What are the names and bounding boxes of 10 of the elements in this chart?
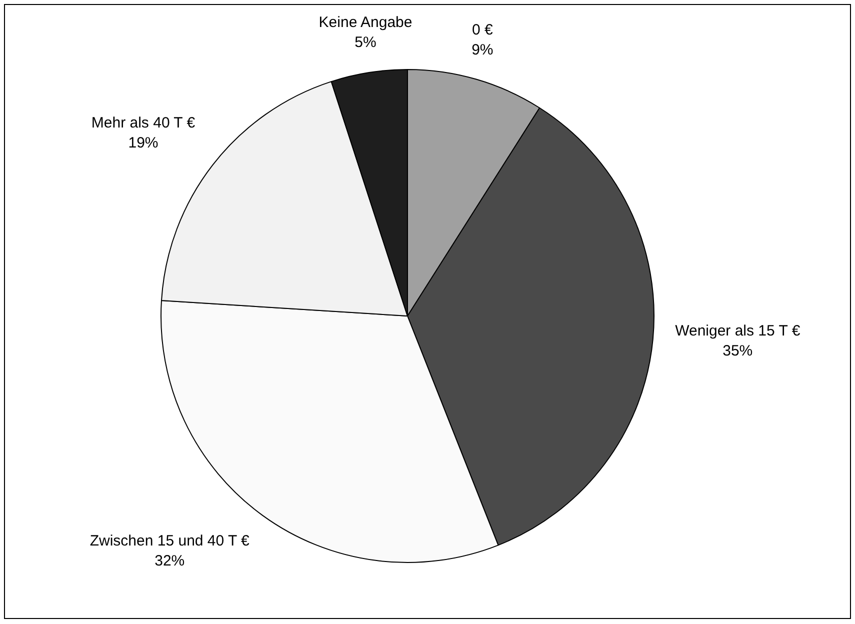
slice-label: Zwischen 15 und 40 T €	[90, 532, 250, 550]
data-label: 19%	[128, 134, 158, 152]
data-label: 5%	[354, 34, 376, 51]
slice-label: Keine Angabe	[318, 14, 412, 31]
data-label: 32%	[154, 552, 185, 570]
slice-label: Mehr als 40 T €	[91, 114, 196, 132]
data-label: 35%	[722, 342, 753, 360]
slice-label: Weniger als 15 T €	[675, 322, 801, 340]
data-label: 9%	[472, 41, 494, 58]
slice-label: 0 €	[472, 21, 494, 38]
